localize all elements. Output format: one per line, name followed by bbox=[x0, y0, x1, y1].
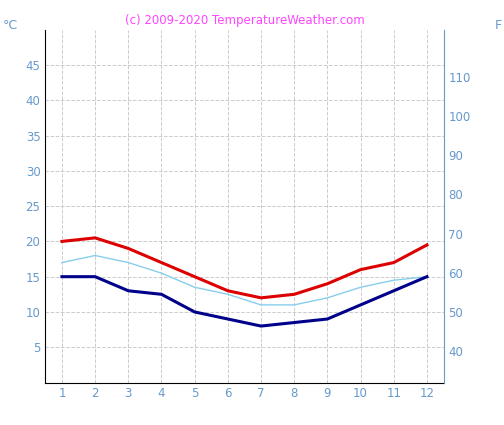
Text: F: F bbox=[494, 19, 501, 32]
Title: (c) 2009-2020 TemperatureWeather.com: (c) 2009-2020 TemperatureWeather.com bbox=[124, 14, 364, 27]
Text: °C: °C bbox=[3, 19, 18, 32]
